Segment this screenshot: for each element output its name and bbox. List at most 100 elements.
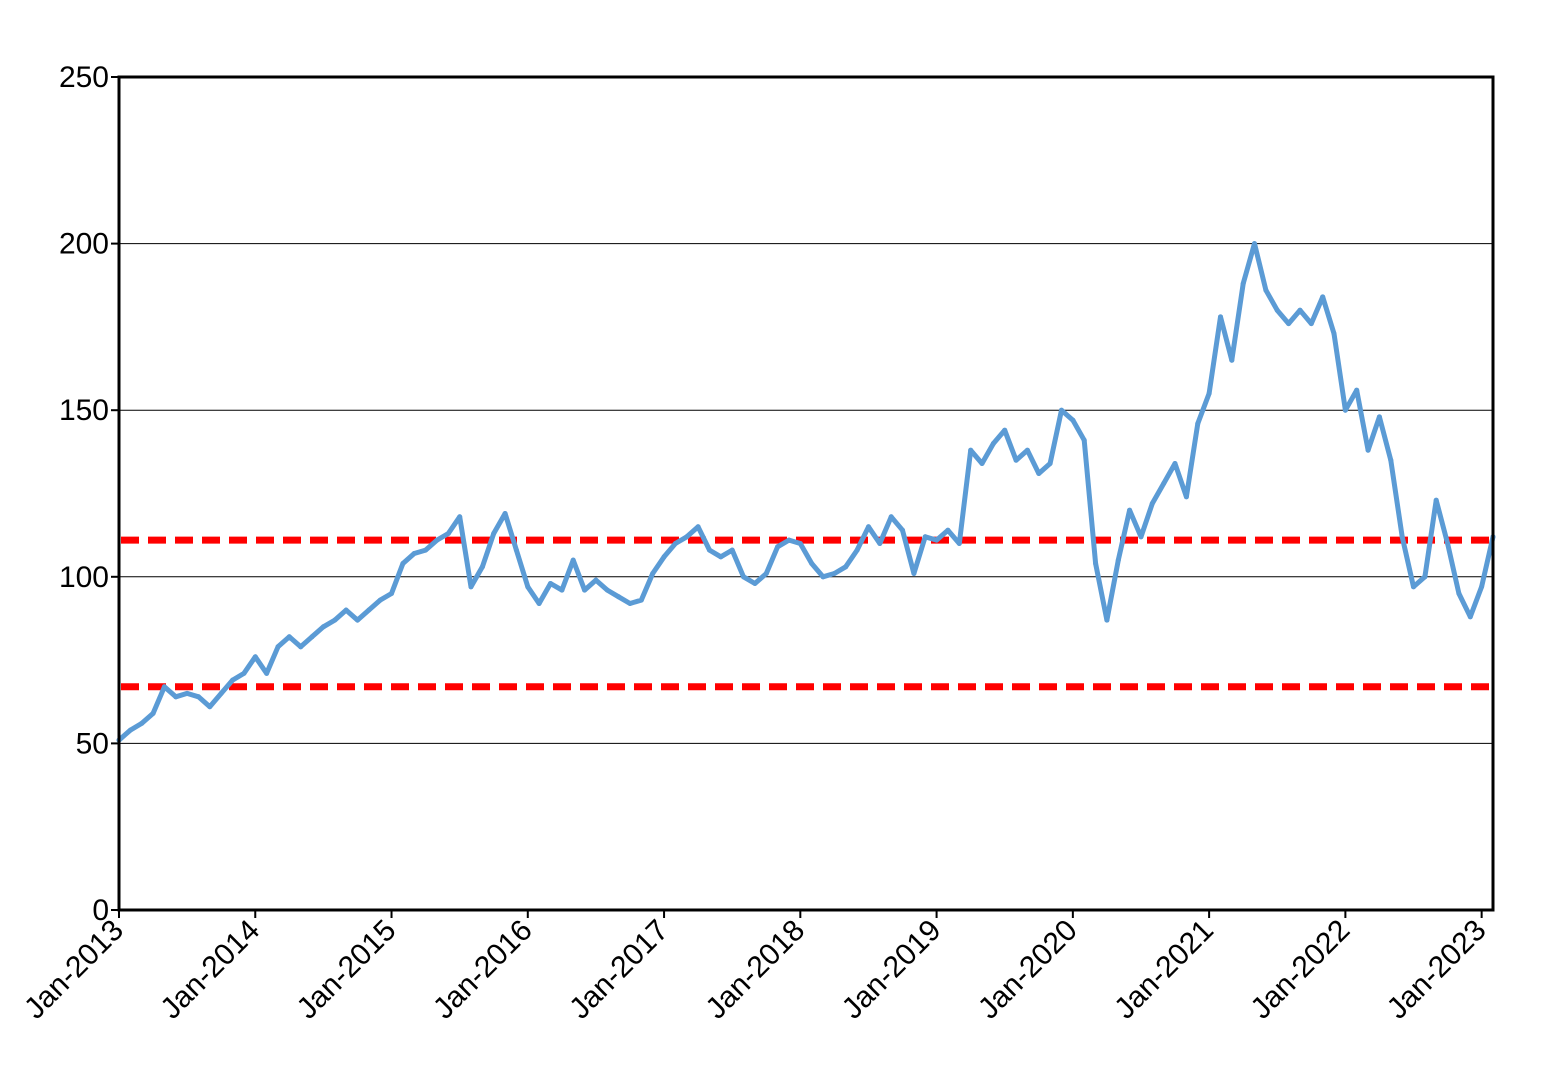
data-point: [1252, 241, 1257, 247]
data-point: [877, 541, 883, 546]
data-point: [763, 571, 769, 576]
data-point: [559, 587, 565, 593]
data-point: [911, 571, 917, 576]
data-point: [1149, 501, 1155, 506]
data-point: [230, 677, 236, 683]
data-point: [1240, 281, 1246, 287]
x-axis: Jan-2013 Jan-2014 Jan-2015 Jan-2016 Jan-2017…: [18, 910, 1493, 1026]
data-point: [1467, 614, 1473, 620]
data-point: [707, 547, 712, 553]
data-point: [854, 547, 860, 553]
data-point: [888, 514, 894, 520]
series-group: [116, 241, 1496, 743]
data-point: [252, 654, 258, 660]
y-tick-label: 250: [59, 61, 109, 94]
data-point: [536, 601, 542, 606]
x-tick-label: Jan-2014: [154, 914, 266, 1026]
data-point: [1013, 457, 1019, 463]
data-point: [1411, 584, 1416, 590]
data-point: [150, 710, 156, 716]
data-point: [570, 557, 576, 563]
data-point: [445, 531, 451, 536]
data-point: [207, 704, 213, 710]
data-point: [831, 571, 837, 576]
data-point: [1331, 331, 1337, 337]
data-point: [1297, 307, 1303, 313]
data-point: [752, 581, 758, 586]
x-tick-label: Jan-2022: [1245, 914, 1357, 1026]
data-point: [1218, 314, 1223, 320]
data-point: [1388, 457, 1394, 463]
data-point: [286, 634, 292, 640]
data-point: [309, 634, 315, 640]
data-point: [593, 577, 599, 583]
data-point: [718, 554, 724, 560]
data-point: [502, 511, 508, 516]
data-point: [741, 574, 746, 580]
data-point: [377, 597, 383, 603]
x-tick-label: Jan-2023: [1381, 914, 1493, 1026]
data-point: [1445, 541, 1451, 546]
data-point: [1024, 447, 1030, 453]
data-point: [843, 564, 849, 570]
y-axis: 0 50 100 150 200 250: [59, 61, 119, 927]
data-point: [979, 461, 985, 466]
data-point: [661, 554, 667, 560]
x-tick-label: Jan-2018: [699, 914, 811, 1026]
data-point: [1115, 557, 1121, 563]
data-point: [411, 551, 417, 556]
data-point: [820, 574, 826, 580]
data-point: [616, 594, 622, 600]
data-point: [900, 527, 905, 533]
data-point: [934, 537, 940, 543]
data-point: [968, 447, 974, 453]
data-point: [434, 537, 440, 543]
data-point: [1286, 321, 1292, 327]
data-point: [468, 584, 474, 590]
data-point: [196, 694, 201, 700]
y-tick-label: 50: [76, 727, 109, 760]
data-point: [1036, 471, 1042, 476]
data-point: [366, 607, 372, 613]
data-point: [525, 584, 531, 590]
data-point: [1195, 421, 1201, 426]
data-point: [809, 561, 815, 566]
data-point: [638, 597, 644, 603]
y-tick-label: 100: [59, 561, 109, 594]
data-point: [582, 587, 588, 593]
series-line: [116, 241, 1496, 743]
data-point: [320, 624, 326, 630]
data-point: [990, 441, 996, 446]
data-point: [729, 547, 735, 553]
data-point: [1274, 307, 1280, 313]
data-point: [1308, 321, 1314, 327]
x-tick-label: Jan-2017: [563, 914, 675, 1026]
data-point: [1059, 407, 1064, 413]
data-point: [650, 571, 656, 576]
data-point: [1263, 287, 1269, 293]
y-tick-label: 0: [92, 894, 109, 927]
data-point: [1479, 584, 1485, 590]
data-point: [1229, 357, 1235, 363]
data-point: [298, 644, 304, 650]
data-point: [1183, 494, 1189, 500]
data-point: [1456, 591, 1462, 596]
data-point: [1422, 574, 1428, 580]
x-tick-label: Jan-2015: [291, 914, 403, 1026]
data-point: [400, 561, 406, 566]
data-point: [1127, 507, 1133, 513]
data-point: [218, 690, 224, 696]
data-point: [1376, 414, 1382, 420]
data-point: [1342, 407, 1348, 413]
data-point: [1354, 387, 1360, 393]
data-point: [343, 607, 349, 613]
data-point: [1161, 481, 1167, 486]
data-point: [1047, 461, 1053, 466]
reference-lines: [121, 536, 1491, 691]
x-tick-label: Jan-2019: [836, 914, 948, 1026]
data-point: [127, 727, 133, 733]
data-point: [548, 581, 553, 586]
data-point: [1172, 461, 1178, 466]
data-point: [264, 670, 270, 676]
